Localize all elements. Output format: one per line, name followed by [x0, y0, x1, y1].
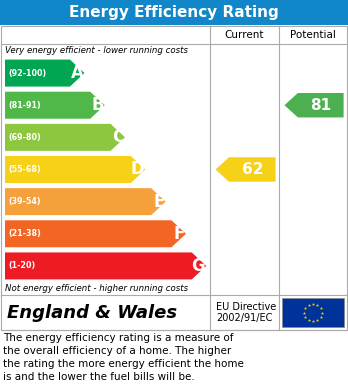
Text: Very energy efficient - lower running costs: Very energy efficient - lower running co…: [5, 46, 188, 55]
Text: the overall efficiency of a home. The higher: the overall efficiency of a home. The hi…: [3, 346, 231, 356]
Text: (55-68): (55-68): [8, 165, 41, 174]
Bar: [0, 0, 348, 25]
Polygon shape: [5, 59, 85, 86]
Text: (81-91): (81-91): [8, 101, 41, 110]
Text: (92-100): (92-100): [8, 68, 46, 77]
Text: F: F: [174, 225, 185, 243]
Text: 81: 81: [310, 98, 331, 113]
Text: (39-54): (39-54): [8, 197, 41, 206]
Text: the rating the more energy efficient the home: the rating the more energy efficient the…: [3, 359, 244, 369]
Text: (1-20): (1-20): [8, 262, 35, 271]
Text: England & Wales: England & Wales: [7, 303, 177, 321]
Bar: [282, 298, 344, 327]
Polygon shape: [5, 92, 105, 119]
Polygon shape: [5, 156, 145, 183]
Polygon shape: [5, 220, 186, 247]
Text: (21-38): (21-38): [8, 229, 41, 238]
Text: (69-80): (69-80): [8, 133, 41, 142]
Text: The energy efficiency rating is a measure of: The energy efficiency rating is a measur…: [3, 333, 234, 343]
Polygon shape: [284, 93, 343, 117]
Text: A: A: [71, 64, 84, 82]
Text: G: G: [191, 257, 205, 275]
Text: C: C: [112, 128, 124, 146]
Text: 2002/91/EC: 2002/91/EC: [216, 312, 272, 323]
Text: Not energy efficient - higher running costs: Not energy efficient - higher running co…: [5, 284, 188, 293]
Text: Potential: Potential: [290, 30, 336, 40]
Text: is and the lower the fuel bills will be.: is and the lower the fuel bills will be.: [3, 372, 195, 382]
Text: 62: 62: [242, 162, 263, 177]
Text: B: B: [91, 96, 104, 114]
Text: D: D: [130, 160, 144, 179]
Bar: [1, 26, 347, 330]
Text: E: E: [153, 193, 165, 211]
Polygon shape: [215, 157, 276, 182]
Polygon shape: [5, 124, 125, 151]
Text: Energy Efficiency Rating: Energy Efficiency Rating: [69, 5, 279, 20]
Polygon shape: [5, 253, 206, 280]
Text: EU Directive: EU Directive: [216, 303, 276, 312]
Polygon shape: [5, 188, 166, 215]
Text: Current: Current: [225, 30, 264, 40]
